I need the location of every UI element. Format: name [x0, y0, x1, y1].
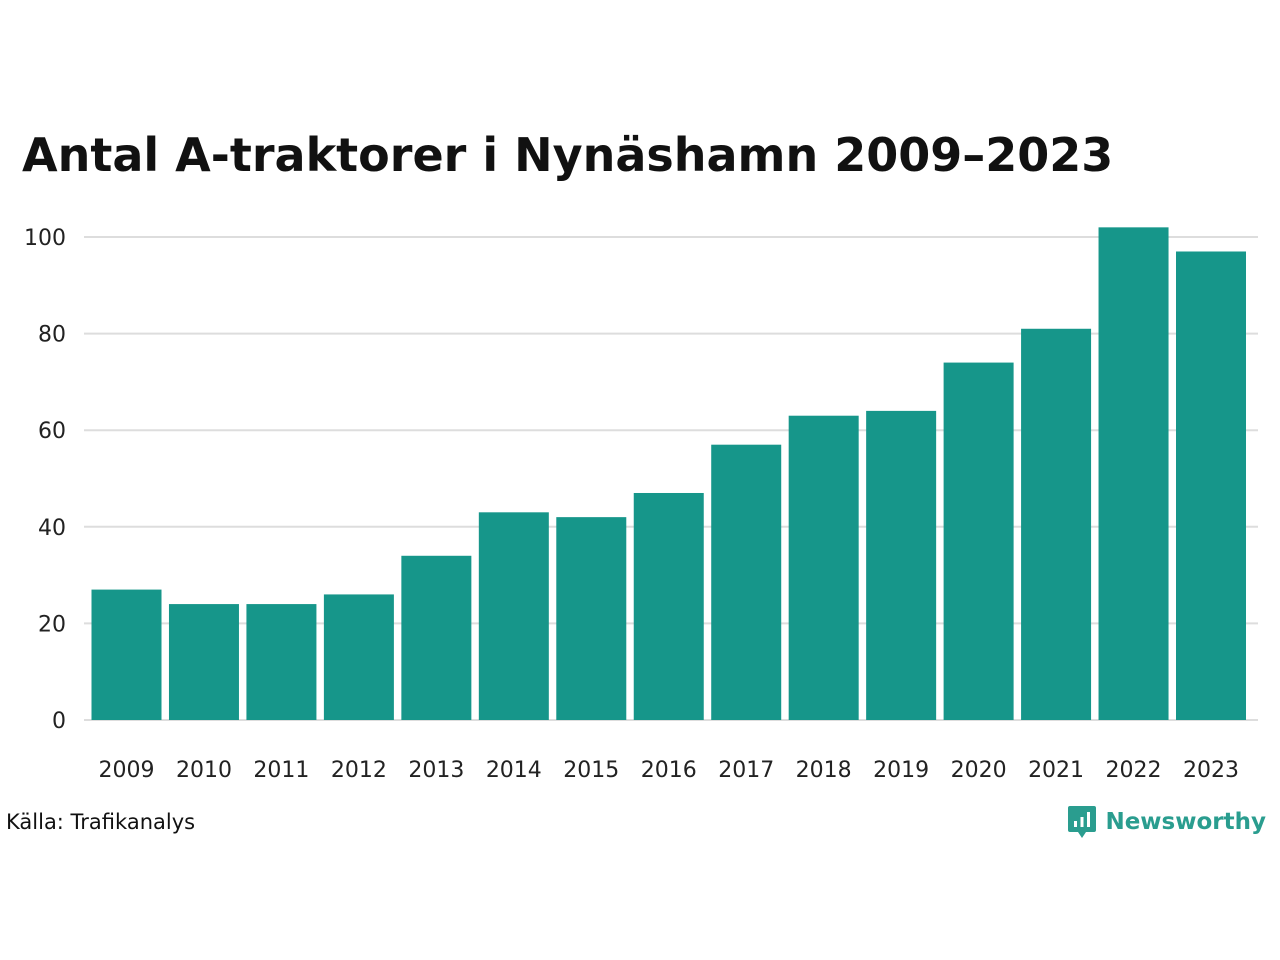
chart-title: Antal A-traktorer i Nynäshamn 2009–2023 — [22, 128, 1114, 182]
bar-2015 — [556, 517, 627, 720]
bar-2016 — [633, 492, 704, 720]
x-tick-label: 2015 — [563, 758, 619, 783]
x-tick-label: 2009 — [99, 758, 155, 783]
y-tick-label: 80 — [38, 323, 66, 348]
x-tick-label: 2016 — [641, 758, 697, 783]
y-tick-label: 0 — [52, 709, 66, 734]
x-tick-label: 2018 — [796, 758, 852, 783]
x-tick-label: 2023 — [1183, 758, 1239, 783]
bar-2011 — [246, 604, 317, 720]
x-tick-label: 2011 — [253, 758, 309, 783]
y-tick-label: 40 — [38, 516, 66, 541]
bar-2020 — [943, 362, 1014, 720]
bar-chart: 0 20 40 60 80 100 2009 2010 2011 2012 2013 2014 201… — [24, 226, 1258, 783]
bar-2014 — [478, 512, 549, 720]
x-tick-label: 2021 — [1028, 758, 1084, 783]
y-tick-label: 60 — [38, 419, 66, 444]
bar-chart-speech-bubble-icon — [1068, 806, 1097, 838]
bar-2010 — [168, 604, 239, 720]
bar-2017 — [711, 444, 782, 720]
x-tick-label: 2014 — [486, 758, 542, 783]
bar-2012 — [323, 594, 394, 720]
x-tick-label: 2017 — [718, 758, 774, 783]
bar-2013 — [401, 555, 472, 720]
x-tick-label: 2013 — [408, 758, 464, 783]
y-tick-label: 20 — [38, 612, 66, 637]
x-tick-label: 2019 — [873, 758, 929, 783]
x-tick-label: 2012 — [331, 758, 387, 783]
brand-name: Newsworthy — [1105, 809, 1266, 835]
y-axis-ticks: 0 20 40 60 80 100 — [24, 226, 66, 734]
bar-2009 — [91, 589, 162, 720]
brand-logo: Newsworthy — [1067, 804, 1266, 840]
bar-2023 — [1176, 251, 1246, 721]
bar-2021 — [1021, 328, 1092, 720]
x-tick-label: 2020 — [951, 758, 1007, 783]
x-tick-label: 2022 — [1106, 758, 1162, 783]
source-note: Källa: Trafikanalys — [6, 810, 196, 834]
y-tick-label: 100 — [24, 226, 66, 251]
x-tick-label: 2010 — [176, 758, 232, 783]
x-axis-ticks: 2009 2010 2011 2012 2013 2014 2015 2016 2017 2018… — [99, 758, 1240, 783]
bar-2018 — [788, 415, 859, 720]
bar-2019 — [866, 410, 937, 720]
bars — [91, 227, 1246, 721]
bar-2022 — [1098, 227, 1169, 720]
